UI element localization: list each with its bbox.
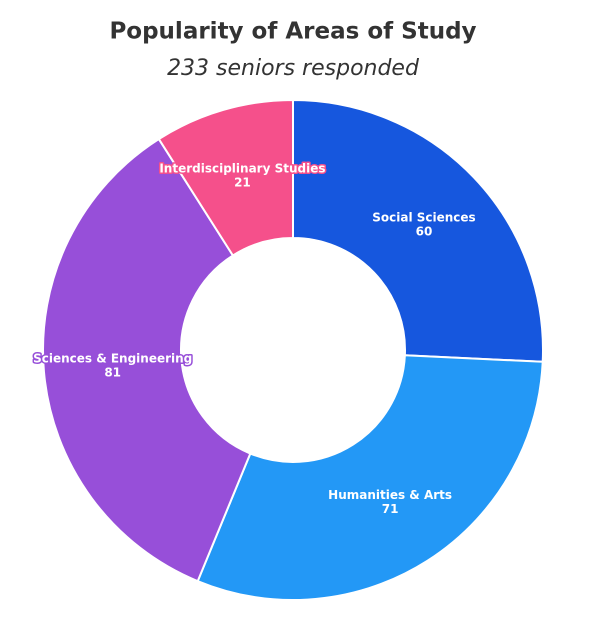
slice-label: Humanities & Arts — [328, 488, 452, 502]
slice — [42, 137, 252, 583]
slice — [292, 98, 544, 363]
slice — [157, 98, 294, 257]
slice-label: Social Sciences — [372, 211, 475, 225]
slice-label: Sciences & Engineering — [33, 351, 192, 365]
slice — [196, 354, 544, 601]
slice-value: 71 — [382, 502, 399, 516]
slice-value: 21 — [234, 176, 251, 190]
chart-subtitle: 233 seniors responded — [167, 56, 420, 81]
slice-value: 81 — [104, 365, 121, 379]
slice-label: Interdisciplinary Studies — [159, 162, 325, 176]
chart-title: Popularity of Areas of Study — [109, 19, 476, 45]
slice-value: 60 — [416, 225, 433, 239]
